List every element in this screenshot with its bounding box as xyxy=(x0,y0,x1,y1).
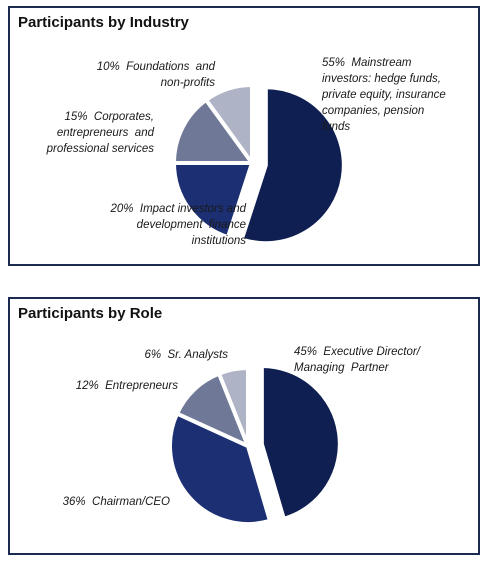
role-chart-panel: Participants by Role 45% Executive Direc… xyxy=(8,297,480,555)
role-slice-sr-analysts xyxy=(217,366,250,448)
role-chart-title: Participants by Role xyxy=(18,305,163,322)
industry-slice-mainstream-investors-hedge-funds-private xyxy=(239,85,346,246)
role-slice-executive-director-managing-partner xyxy=(259,364,342,521)
industry-label-mainstream-investors-hedge-funds-private: 55% Mainstream investors: hedge funds, pri… xyxy=(321,57,446,133)
industry-slice-foundations-and-non-profits xyxy=(204,83,254,165)
industry-label-corporates-entrepreneurs-and-professiona: 15% Corporates, entrepreneurs and professi… xyxy=(46,111,155,155)
role-label-sr-analysts: 6% Sr. Analysts xyxy=(144,349,228,361)
industry-label-foundations-and-non-profits: 10% Foundations and non-profits xyxy=(97,61,216,89)
role-label-entrepreneurs: 12% Entrepreneurs xyxy=(76,380,179,392)
industry-chart-title: Participants by Industry xyxy=(18,14,189,31)
industry-label-impact-investors-and-development-finance: 20% Impact investors and development fina… xyxy=(109,203,246,247)
industry-slice-corporates-entrepreneurs-and-professiona xyxy=(172,97,254,165)
role-slice-chairman-ceo xyxy=(168,411,272,526)
role-pie-chart: 45% Executive Director/Managing Partner 3… xyxy=(63,346,422,526)
role-label-chairman-ceo: 36% Chairman/CEO xyxy=(63,496,170,508)
industry-chart-panel: Participants by Industry 55% Mainstream i… xyxy=(8,6,480,266)
industry-pie-chart: 55% Mainstream investors: hedge funds, pri… xyxy=(46,57,446,247)
role-label-executive-director-managing-partner: 45% Executive Director/Managing Partner xyxy=(294,346,422,374)
industry-slice-impact-investors-and-development-finance xyxy=(172,161,254,240)
